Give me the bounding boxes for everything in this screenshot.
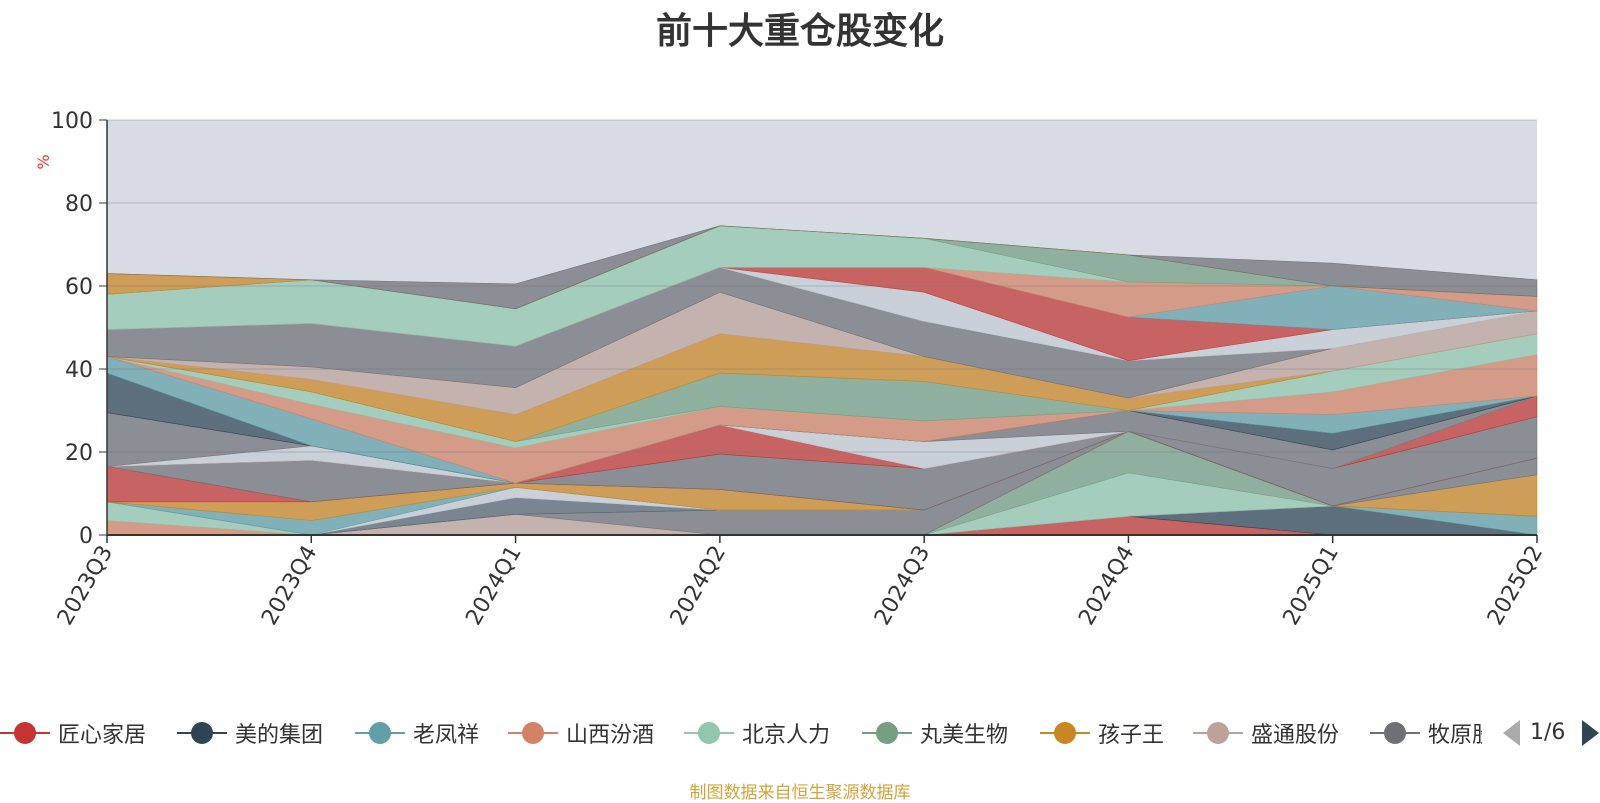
y-tick-label: 100 xyxy=(51,109,93,134)
legend-symbol-icon xyxy=(684,715,734,751)
legend-label: 山西汾酒 xyxy=(566,723,655,748)
pager-prev-icon[interactable] xyxy=(1500,718,1524,748)
legend-item[interactable]: 匠心家居 xyxy=(0,715,146,751)
legend-items: 匠心家居 美的集团 老凤祥 山西汾酒 北京人力 丸美生物 孩子王 盛通股份 牧原股份 xyxy=(0,715,1482,751)
x-axis: 2023Q3 2023Q4 2024Q1 2024Q2 2024Q3 2024Q4 2025… xyxy=(53,535,1548,630)
area-series-34[interactable] xyxy=(106,225,1538,310)
x-tick-label: 2025Q2 xyxy=(1483,542,1548,630)
legend-item[interactable]: 美的集团 xyxy=(177,715,323,751)
x-tick-label: 2025Q1 xyxy=(1279,542,1344,630)
legend-symbol-icon xyxy=(508,715,558,751)
chart-title: 前十大重仓股变化 xyxy=(655,11,944,52)
legend-symbol-icon xyxy=(1370,715,1420,751)
y-tick-label: 80 xyxy=(65,192,93,217)
legend-item[interactable]: 山西汾酒 xyxy=(508,715,654,751)
x-tick-label: 2024Q3 xyxy=(870,542,935,630)
y-tick-label: 20 xyxy=(65,441,93,466)
y-tick-label: 60 xyxy=(65,275,93,300)
legend-item[interactable]: 老凤祥 xyxy=(355,715,479,751)
legend-label: 美的集团 xyxy=(235,723,324,748)
legend-item[interactable]: 牧原股份 xyxy=(1370,715,1482,751)
x-tick-label: 2024Q1 xyxy=(461,542,526,630)
pager-page-indicator: 1/6 xyxy=(1530,720,1566,745)
x-tick-label: 2024Q2 xyxy=(666,542,731,630)
legend-pager: 1/6 xyxy=(1500,715,1600,751)
legend-symbol-icon xyxy=(1040,715,1090,751)
y-tick-label: 40 xyxy=(65,358,93,383)
y-axis-unit-label: % xyxy=(34,154,53,169)
x-tick-label: 2024Q4 xyxy=(1074,542,1139,630)
legend-item[interactable]: 丸美生物 xyxy=(862,715,1008,751)
x-tick-label: 2023Q4 xyxy=(257,542,322,630)
legend-label: 丸美生物 xyxy=(920,723,1009,748)
legend-symbol-icon xyxy=(0,715,50,751)
area-series-group xyxy=(106,225,1538,536)
pager-next-icon[interactable] xyxy=(1578,718,1600,748)
x-tick-label: 2023Q3 xyxy=(53,542,118,630)
legend-label: 匠心家居 xyxy=(58,723,147,748)
legend-item[interactable]: 孩子王 xyxy=(1040,715,1164,751)
legend-item[interactable]: 盛通股份 xyxy=(1193,715,1339,751)
legend-symbol-icon xyxy=(862,715,912,751)
legend-label: 北京人力 xyxy=(742,723,831,748)
legend-label: 盛通股份 xyxy=(1251,723,1340,748)
legend-label: 老凤祥 xyxy=(413,723,480,748)
legend-label: 孩子王 xyxy=(1098,723,1165,748)
y-axis: 0 20 40 60 80 100 xyxy=(51,109,1537,549)
y-tick-label: 0 xyxy=(79,524,93,549)
legend: 匠心家居 美的集团 老凤祥 山西汾酒 北京人力 丸美生物 孩子王 盛通股份 牧原股份 1/6 xyxy=(0,715,1600,751)
source-note: 制图数据来自恒生聚源数据库 xyxy=(689,783,911,803)
legend-symbol-icon xyxy=(1193,715,1243,751)
legend-label: 牧原股份 xyxy=(1428,723,1482,748)
legend-symbol-icon xyxy=(177,715,227,751)
legend-symbol-icon xyxy=(355,715,405,751)
legend-item[interactable]: 北京人力 xyxy=(684,715,830,751)
